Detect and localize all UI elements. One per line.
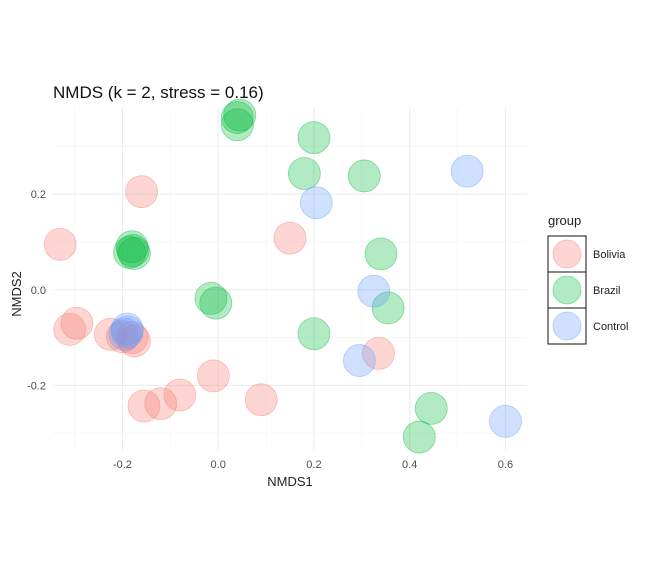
point-brazil: [116, 234, 150, 267]
point-brazil: [113, 236, 147, 269]
x-tick-label: -0.2: [113, 459, 132, 471]
point-brazil: [364, 237, 398, 271]
legend-label-brazil: Brazil: [593, 285, 621, 297]
point-brazil: [297, 121, 331, 155]
point-control: [343, 344, 376, 377]
legend-key-brazil: [552, 275, 582, 305]
point-bolivia: [144, 387, 178, 421]
data-points: [43, 98, 522, 454]
x-tick-label: 0.2: [306, 459, 321, 471]
point-bolivia: [244, 383, 278, 417]
grid-lines: [53, 108, 527, 450]
x-tick-label: 0.4: [402, 459, 417, 471]
y-tick-label: -0.2: [27, 380, 46, 392]
chart-title: NMDS (k = 2, stress = 0.16): [53, 83, 264, 102]
y-axis-title: NMDS2: [9, 271, 24, 317]
point-control: [110, 315, 144, 349]
point-control: [357, 274, 391, 308]
point-brazil: [194, 281, 228, 315]
point-bolivia: [106, 320, 139, 354]
legend-key-box: [547, 307, 587, 345]
point-bolivia: [115, 321, 149, 354]
point-control: [450, 154, 484, 188]
point-brazil: [414, 391, 448, 425]
point-brazil: [223, 98, 257, 132]
point-brazil: [220, 101, 254, 134]
y-tick-label: 0.0: [31, 285, 46, 297]
y-axis-ticks: -0.2 0.0 0.2: [27, 189, 46, 392]
point-control: [110, 312, 144, 346]
point-bolivia: [53, 313, 87, 346]
point-brazil: [220, 108, 254, 142]
point-control: [108, 317, 142, 351]
point-control: [489, 404, 522, 438]
legend: group Bolivia Brazil Control: [547, 213, 628, 345]
y-tick-label: 0.2: [31, 189, 46, 201]
point-brazil: [371, 291, 405, 325]
x-axis-ticks: -0.2 0.0 0.2 0.4 0.6: [113, 459, 513, 471]
point-brazil: [287, 157, 321, 190]
point-brazil: [402, 420, 436, 454]
point-bolivia: [163, 378, 197, 412]
legend-key-bolivia: [552, 239, 582, 269]
point-brazil: [347, 159, 381, 193]
x-tick-label: 0.6: [498, 459, 513, 471]
point-bolivia: [273, 221, 307, 255]
legend-key-control: [552, 311, 582, 341]
x-tick-label: 0.0: [211, 459, 226, 471]
legend-key-box: [547, 235, 587, 273]
point-bolivia: [60, 306, 94, 340]
point-bolivia: [43, 227, 77, 261]
point-bolivia: [196, 359, 230, 393]
legend-items: Bolivia Brazil Control: [547, 235, 628, 345]
point-brazil: [117, 237, 151, 270]
legend-label-control: Control: [593, 321, 628, 333]
point-brazil: [199, 286, 233, 320]
point-bolivia: [125, 175, 158, 209]
point-bolivia: [117, 324, 151, 358]
point-brazil: [297, 317, 331, 351]
x-axis-title: NMDS1: [267, 474, 313, 489]
point-bolivia: [362, 336, 395, 370]
point-control: [299, 186, 333, 220]
legend-title: group: [548, 213, 581, 228]
point-bolivia: [127, 389, 161, 423]
point-bolivia: [94, 317, 127, 351]
legend-label-bolivia: Bolivia: [593, 249, 626, 261]
legend-key-box: [547, 271, 587, 309]
point-brazil: [115, 230, 149, 264]
